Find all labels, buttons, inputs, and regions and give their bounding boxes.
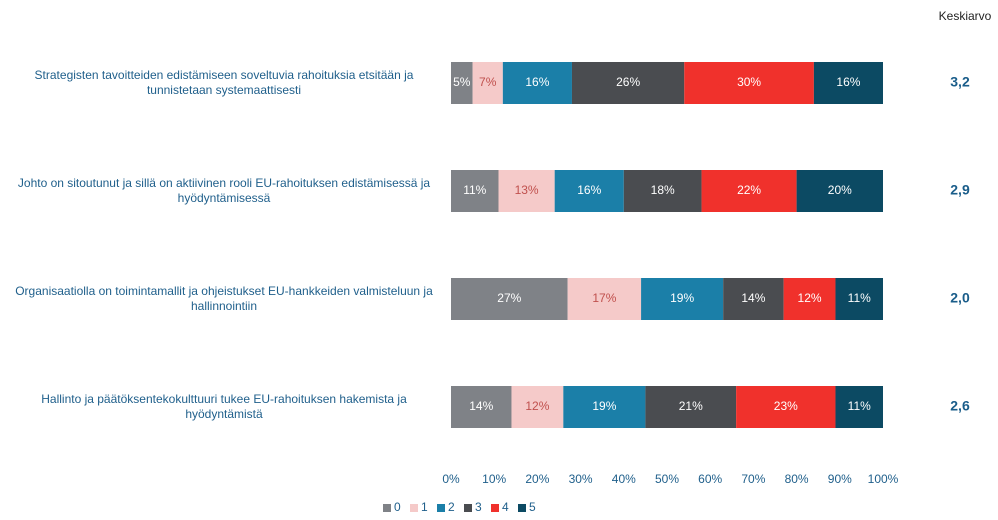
average-label: 2,6	[950, 398, 970, 414]
bar-segment	[498, 170, 555, 212]
value-label: 12%	[798, 291, 822, 305]
legend-swatch	[518, 504, 526, 512]
value-label: 11%	[848, 291, 871, 305]
bar-segment	[511, 386, 564, 428]
x-tick-label: 70%	[741, 472, 765, 486]
bar-segment	[571, 62, 685, 104]
legend-label: 1	[421, 500, 428, 514]
legend-label: 3	[475, 500, 482, 514]
bar-segment	[835, 278, 883, 320]
average-label: 3,2	[950, 74, 970, 90]
legend-label: 5	[529, 500, 536, 514]
bar-segment	[684, 62, 814, 104]
average-title: Keskiarvo	[939, 9, 992, 23]
bar-segment	[796, 170, 883, 212]
bar-segment	[623, 170, 702, 212]
bar-segment	[554, 170, 624, 212]
bar-segment	[645, 386, 737, 428]
value-label: 23%	[774, 399, 798, 413]
bar-segment	[813, 62, 883, 104]
legend-swatch	[383, 504, 391, 512]
bar-segment	[451, 278, 568, 320]
average-label: 2,9	[950, 182, 970, 198]
x-tick-label: 40%	[612, 472, 636, 486]
value-label: 16%	[577, 183, 601, 197]
legend-swatch	[410, 504, 418, 512]
value-label: 14%	[741, 291, 765, 305]
value-label: 16%	[836, 75, 860, 89]
bar-segment	[451, 170, 499, 212]
legend-label: 2	[448, 500, 455, 514]
legend-swatch	[464, 504, 472, 512]
x-tick-label: 80%	[785, 472, 809, 486]
value-label: 22%	[737, 183, 761, 197]
x-tick-label: 10%	[482, 472, 506, 486]
legend-label: 0	[394, 500, 401, 514]
value-label: 11%	[848, 399, 871, 413]
value-label: 18%	[651, 183, 675, 197]
x-tick-label: 20%	[525, 472, 549, 486]
x-tick-label: 90%	[828, 472, 852, 486]
x-tick-label: 0%	[442, 472, 460, 486]
category-label: Strategisten tavoitteiden edistämiseen s…	[34, 68, 414, 97]
bar-segment	[563, 386, 646, 428]
category-label: Johto on sitoutunut ja sillä on aktiivin…	[17, 176, 431, 205]
category-label: Organisaatiolla on toimintamallit ja ohj…	[15, 284, 433, 313]
legend-label: 4	[502, 500, 509, 514]
x-tick-label: 60%	[698, 472, 722, 486]
bar-segment	[472, 62, 503, 104]
bar-segment	[835, 386, 883, 428]
value-label: 21%	[679, 399, 703, 413]
category-label: Hallinto ja päätöksentekokulttuuri tukee…	[41, 392, 407, 421]
bar-segment	[451, 62, 473, 104]
average-label: 2,0	[950, 290, 970, 306]
value-label: 27%	[497, 291, 521, 305]
value-label: 16%	[525, 75, 549, 89]
bar-segment	[451, 386, 512, 428]
value-label: 26%	[616, 75, 640, 89]
value-label: 17%	[592, 291, 616, 305]
value-label: 7%	[479, 75, 497, 89]
value-label: 19%	[592, 399, 616, 413]
value-label: 30%	[737, 75, 761, 89]
value-label: 11%	[463, 183, 486, 197]
x-tick-label: 30%	[569, 472, 593, 486]
bar-segment	[567, 278, 642, 320]
bar-segment	[723, 278, 784, 320]
bar-segment	[502, 62, 572, 104]
value-label: 13%	[515, 183, 539, 197]
value-label: 19%	[670, 291, 694, 305]
bar-segment	[736, 386, 836, 428]
bar-segment	[783, 278, 836, 320]
x-tick-label: 50%	[655, 472, 679, 486]
value-label: 12%	[525, 399, 549, 413]
bar-segment	[641, 278, 724, 320]
value-label: 20%	[828, 183, 852, 197]
legend-swatch	[491, 504, 499, 512]
legend-swatch	[437, 504, 445, 512]
bar-segment	[701, 170, 797, 212]
x-tick-label: 100%	[868, 472, 899, 486]
value-label: 5%	[453, 75, 471, 89]
value-label: 14%	[469, 399, 493, 413]
